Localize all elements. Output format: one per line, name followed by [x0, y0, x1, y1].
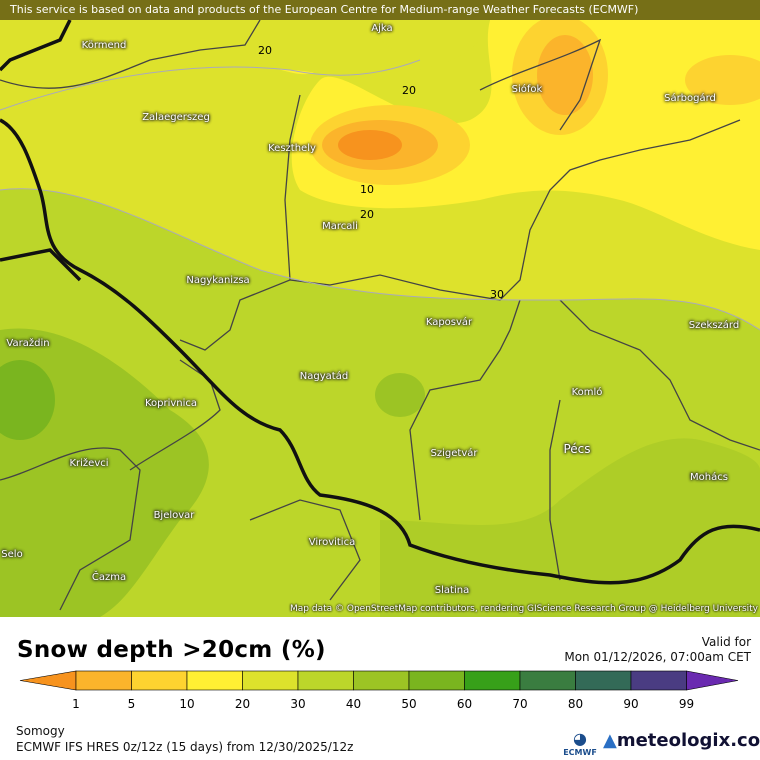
snow-depth-map[interactable]: 20 20 10 20 30 Ajka Körmend Zalaegerszeg…	[0, 0, 760, 617]
valid-label: Valid for	[701, 635, 751, 649]
city-label: Szekszárd	[688, 320, 740, 331]
legend-swatch	[75, 670, 132, 691]
city-label: Sárbogárd	[664, 93, 716, 104]
contour-label: 20	[402, 84, 416, 97]
legend-swatch	[353, 670, 410, 691]
city-label: Zalaegerszeg	[142, 112, 210, 123]
legend-tick-label: 99	[679, 697, 694, 711]
legend-swatch	[464, 670, 521, 691]
legend-tick-label: 60	[457, 697, 472, 711]
chart-title: Snow depth >20cm (%)	[17, 637, 326, 663]
contour-label: 10	[360, 183, 374, 196]
city-label: Ajka	[371, 23, 393, 34]
legend-tick-label: 50	[401, 697, 416, 711]
map-attribution[interactable]: Map data © OpenStreetMap contributors, r…	[290, 604, 758, 614]
contour-label: 20	[360, 208, 374, 221]
city-label: Varaždin	[6, 338, 50, 349]
zone-50-60-spot	[0, 360, 55, 440]
ecmwf-banner: This service is based on data and produc…	[0, 0, 760, 20]
city-label: Komló	[571, 387, 603, 398]
city-label: Siófok	[511, 84, 543, 95]
zone-20-30-north	[0, 20, 490, 110]
zone-5-10-c	[685, 55, 760, 105]
city-label: Koprivnica	[144, 398, 198, 409]
city-label: Szigetvár	[430, 448, 478, 459]
contour-label: 30	[490, 288, 504, 301]
city-label: Križevci	[69, 458, 109, 469]
legend-arrow-high	[686, 670, 739, 691]
legend-tick-label: 40	[346, 697, 361, 711]
region-name: Somogy	[16, 724, 65, 738]
city-label: Kaposvár	[425, 317, 473, 328]
model-run: ECMWF IFS HRES 0z/12z (15 days) from 12/…	[16, 740, 354, 754]
valid-time: Mon 01/12/2026, 07:00am CET	[564, 650, 751, 664]
legend-tick-label: 10	[179, 697, 194, 711]
legend-arrow-low	[19, 670, 77, 691]
legend-swatch	[186, 670, 243, 691]
legend-swatch	[630, 670, 687, 691]
legend-swatch	[519, 670, 576, 691]
meteologix-logo[interactable]: ▲meteologix.com	[603, 730, 760, 751]
city-label: Bjelovar	[153, 510, 195, 521]
city-label: Virovitica	[308, 537, 356, 548]
county-borders	[0, 19, 760, 611]
city-label: Pécs	[563, 442, 591, 456]
zone-40-50-spot	[375, 373, 425, 417]
city-label: Slatina	[434, 585, 470, 596]
contour-label: 20	[258, 44, 272, 57]
city-label: Nagykanizsa	[186, 275, 250, 286]
zone-1-orange	[338, 130, 402, 160]
ecmwf-logo: ◕ ECMWF	[563, 729, 597, 757]
legend-swatch	[575, 670, 632, 691]
legend-swatch	[297, 670, 354, 691]
legend-swatch	[131, 670, 188, 691]
legend-tick-label: 90	[623, 697, 638, 711]
city-label: Nagyatád	[299, 371, 349, 382]
legend-swatch	[408, 670, 465, 691]
zone-1-5-b	[537, 35, 593, 115]
city-label: Mohács	[690, 472, 728, 483]
zone-40-50-southeast	[380, 438, 760, 617]
city-label: Körmend	[81, 40, 127, 51]
legend-tick-label: 80	[568, 697, 583, 711]
legend-tick-label: 70	[512, 697, 527, 711]
color-legend: 1 5 10 20 30 40 50 60 70 80 90 99	[19, 670, 739, 711]
legend-tick-label: 5	[128, 697, 136, 711]
city-label: Keszthely	[268, 143, 316, 154]
legend-tick-label: 1	[72, 697, 80, 711]
legend-tick-label: 30	[290, 697, 305, 711]
city-label: Marcali	[322, 221, 358, 232]
legend-swatch	[242, 670, 299, 691]
map-canvas: 20 20 10 20 30	[0, 0, 760, 617]
legend-tick-label: 20	[235, 697, 250, 711]
city-label: Selo	[1, 549, 23, 560]
country-borders	[0, 19, 760, 585]
city-label: Čazma	[91, 572, 127, 583]
contour-lines	[0, 59, 760, 331]
